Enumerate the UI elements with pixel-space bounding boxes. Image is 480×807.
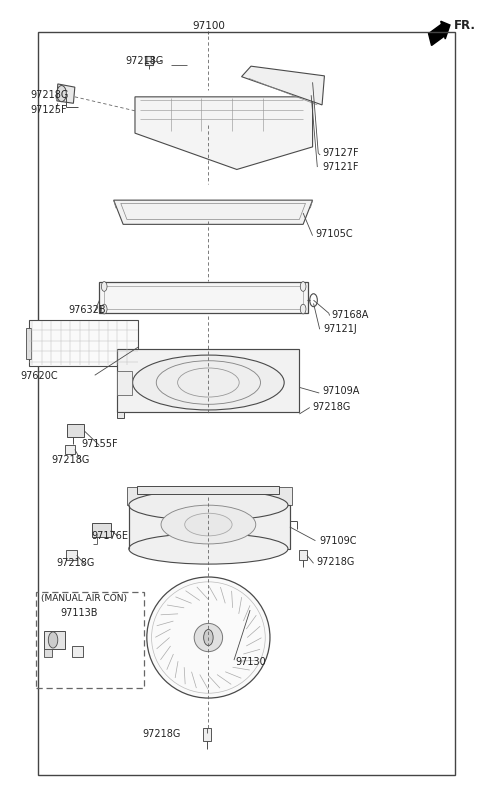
Text: 97127F: 97127F (322, 148, 359, 158)
Polygon shape (44, 631, 65, 649)
Circle shape (310, 294, 317, 307)
Text: 97632B: 97632B (69, 305, 106, 315)
Text: 97218G: 97218G (312, 402, 351, 412)
Circle shape (101, 282, 107, 291)
Polygon shape (65, 445, 75, 454)
Circle shape (300, 304, 306, 314)
Bar (26, 328, 31, 359)
Ellipse shape (147, 577, 270, 698)
Text: 97218G: 97218G (56, 558, 94, 568)
Ellipse shape (185, 513, 232, 536)
Text: 97109C: 97109C (319, 536, 357, 546)
Polygon shape (203, 728, 211, 741)
Ellipse shape (129, 533, 288, 564)
Text: 97113B: 97113B (60, 608, 98, 618)
Polygon shape (72, 646, 84, 657)
FancyArrow shape (429, 21, 450, 45)
Text: 97125F: 97125F (31, 105, 67, 115)
Text: 97155F: 97155F (82, 439, 118, 449)
Bar (127, 487, 292, 505)
Circle shape (101, 304, 107, 314)
Text: 97105C: 97105C (315, 229, 353, 239)
Bar (38, 32, 455, 775)
Polygon shape (114, 200, 312, 224)
Polygon shape (137, 486, 279, 494)
Polygon shape (145, 56, 153, 65)
Circle shape (204, 629, 213, 646)
Polygon shape (300, 550, 307, 560)
Polygon shape (135, 97, 312, 169)
Text: 97168A: 97168A (332, 310, 369, 320)
Text: 97109A: 97109A (322, 387, 360, 396)
Bar (118, 349, 300, 412)
Polygon shape (92, 523, 111, 537)
Ellipse shape (132, 355, 284, 410)
Polygon shape (129, 505, 290, 549)
Ellipse shape (194, 623, 223, 652)
Polygon shape (99, 282, 308, 313)
Polygon shape (118, 412, 124, 418)
Text: 97620C: 97620C (20, 371, 58, 381)
Text: 97100: 97100 (192, 21, 225, 31)
Text: 97121J: 97121J (323, 324, 357, 334)
Text: 97218G: 97218G (51, 455, 90, 465)
Polygon shape (57, 84, 75, 103)
Circle shape (57, 86, 66, 102)
Ellipse shape (129, 490, 288, 521)
Text: 97176E: 97176E (91, 531, 128, 541)
Text: 97218G: 97218G (142, 730, 180, 739)
Polygon shape (44, 649, 52, 657)
Ellipse shape (161, 505, 256, 544)
Polygon shape (67, 424, 84, 437)
Text: 97121F: 97121F (322, 162, 359, 172)
Polygon shape (241, 66, 324, 105)
Circle shape (300, 282, 306, 291)
Polygon shape (66, 550, 77, 560)
Text: 97130: 97130 (236, 657, 266, 667)
Circle shape (48, 632, 58, 648)
Text: 97218G: 97218G (31, 90, 69, 100)
Bar (118, 371, 132, 395)
Text: (MANUAL AIR CON): (MANUAL AIR CON) (41, 594, 127, 604)
Text: FR.: FR. (454, 19, 476, 32)
Text: 97218G: 97218G (125, 56, 163, 65)
Bar (29, 320, 138, 366)
Text: 97218G: 97218G (316, 557, 355, 567)
